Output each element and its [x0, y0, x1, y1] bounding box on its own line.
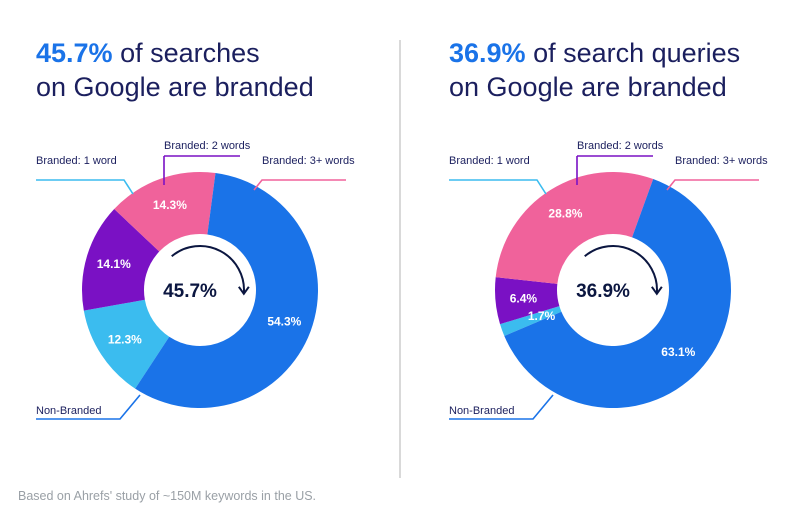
center-label: 36.9% [576, 281, 630, 302]
donut-svg-left: 12.3% 14.1% 14.3% 54.3% 45.7% Branded: 1 word… [36, 140, 355, 420]
headline-right-accent: 36.9% [449, 38, 526, 68]
leader-line-branded-3-words [666, 179, 759, 191]
legend-label-branded-3-words: Branded: 3+ words [262, 155, 355, 167]
value-label-branded-1-word: 1.7% [528, 309, 556, 323]
center-arrow [171, 245, 245, 294]
footer-note: Based on Ahrefs' study of ~150M keywords… [18, 489, 317, 503]
center-arrow-head [238, 286, 250, 296]
value-label-branded-2-words: 14.1% [97, 257, 131, 271]
leader-line-non-branded [449, 394, 554, 420]
donut-slice-non-branded [504, 179, 731, 408]
legend-label-branded-2-words: Branded: 2 words [164, 140, 251, 152]
divider [399, 40, 401, 478]
value-label-branded-2-words: 6.4% [510, 291, 538, 305]
legend-label-non-branded: Non-Branded [36, 405, 101, 417]
donut-slice-branded-1-word [83, 299, 170, 389]
donut-slice-non-branded [135, 173, 318, 408]
donut-chart-left: 12.3% 14.1% 14.3% 54.3% 45.7% Branded: 1 word… [0, 130, 400, 430]
leader-line-branded-1-word [449, 179, 547, 195]
headline-left: 45.7% of searches on Google are branded [36, 36, 314, 104]
value-label-branded-1-word: 12.3% [108, 333, 142, 347]
legend-label-non-branded: Non-Branded [449, 405, 514, 417]
donut-slice-branded-3-words [114, 172, 216, 252]
headline-right: 36.9% of search queries on Google are br… [449, 36, 740, 104]
center-label: 45.7% [163, 281, 217, 302]
legend-label-branded-3-words: Branded: 3+ words [675, 155, 768, 167]
center-arrow [584, 245, 658, 294]
donut-svg-right: 1.7% 6.4% 28.8% 63.1% 36.9% Branded: 1 word Br… [449, 140, 768, 420]
value-label-branded-3-words: 14.3% [153, 198, 187, 212]
donut-slice-branded-2-words [82, 208, 160, 311]
leader-line-branded-3-words [253, 179, 346, 191]
donut-slice-branded-2-words [495, 277, 560, 325]
leader-line-branded-1-word [36, 179, 134, 195]
donut-chart-right: 1.7% 6.4% 28.8% 63.1% 36.9% Branded: 1 word Br… [413, 130, 800, 430]
legend-label-branded-2-words: Branded: 2 words [577, 140, 664, 152]
value-label-branded-3-words: 28.8% [548, 207, 582, 221]
donut-slice-branded-1-word [500, 306, 562, 336]
leader-line-non-branded [36, 394, 141, 420]
center-arrow-head [651, 286, 663, 296]
headline-right-rest: of search queries [525, 38, 741, 68]
legend-label-branded-1-word: Branded: 1 word [449, 155, 530, 167]
value-label-non-branded: 63.1% [661, 345, 695, 359]
headline-right-line2: on Google are branded [449, 72, 727, 102]
value-label-non-branded: 54.3% [267, 314, 301, 328]
headline-left-line2: on Google are branded [36, 72, 314, 102]
headline-left-accent: 45.7% [36, 38, 113, 68]
headline-left-rest: of searches [112, 38, 260, 68]
legend-label-branded-1-word: Branded: 1 word [36, 155, 117, 167]
donut-slice-branded-3-words [495, 172, 654, 284]
